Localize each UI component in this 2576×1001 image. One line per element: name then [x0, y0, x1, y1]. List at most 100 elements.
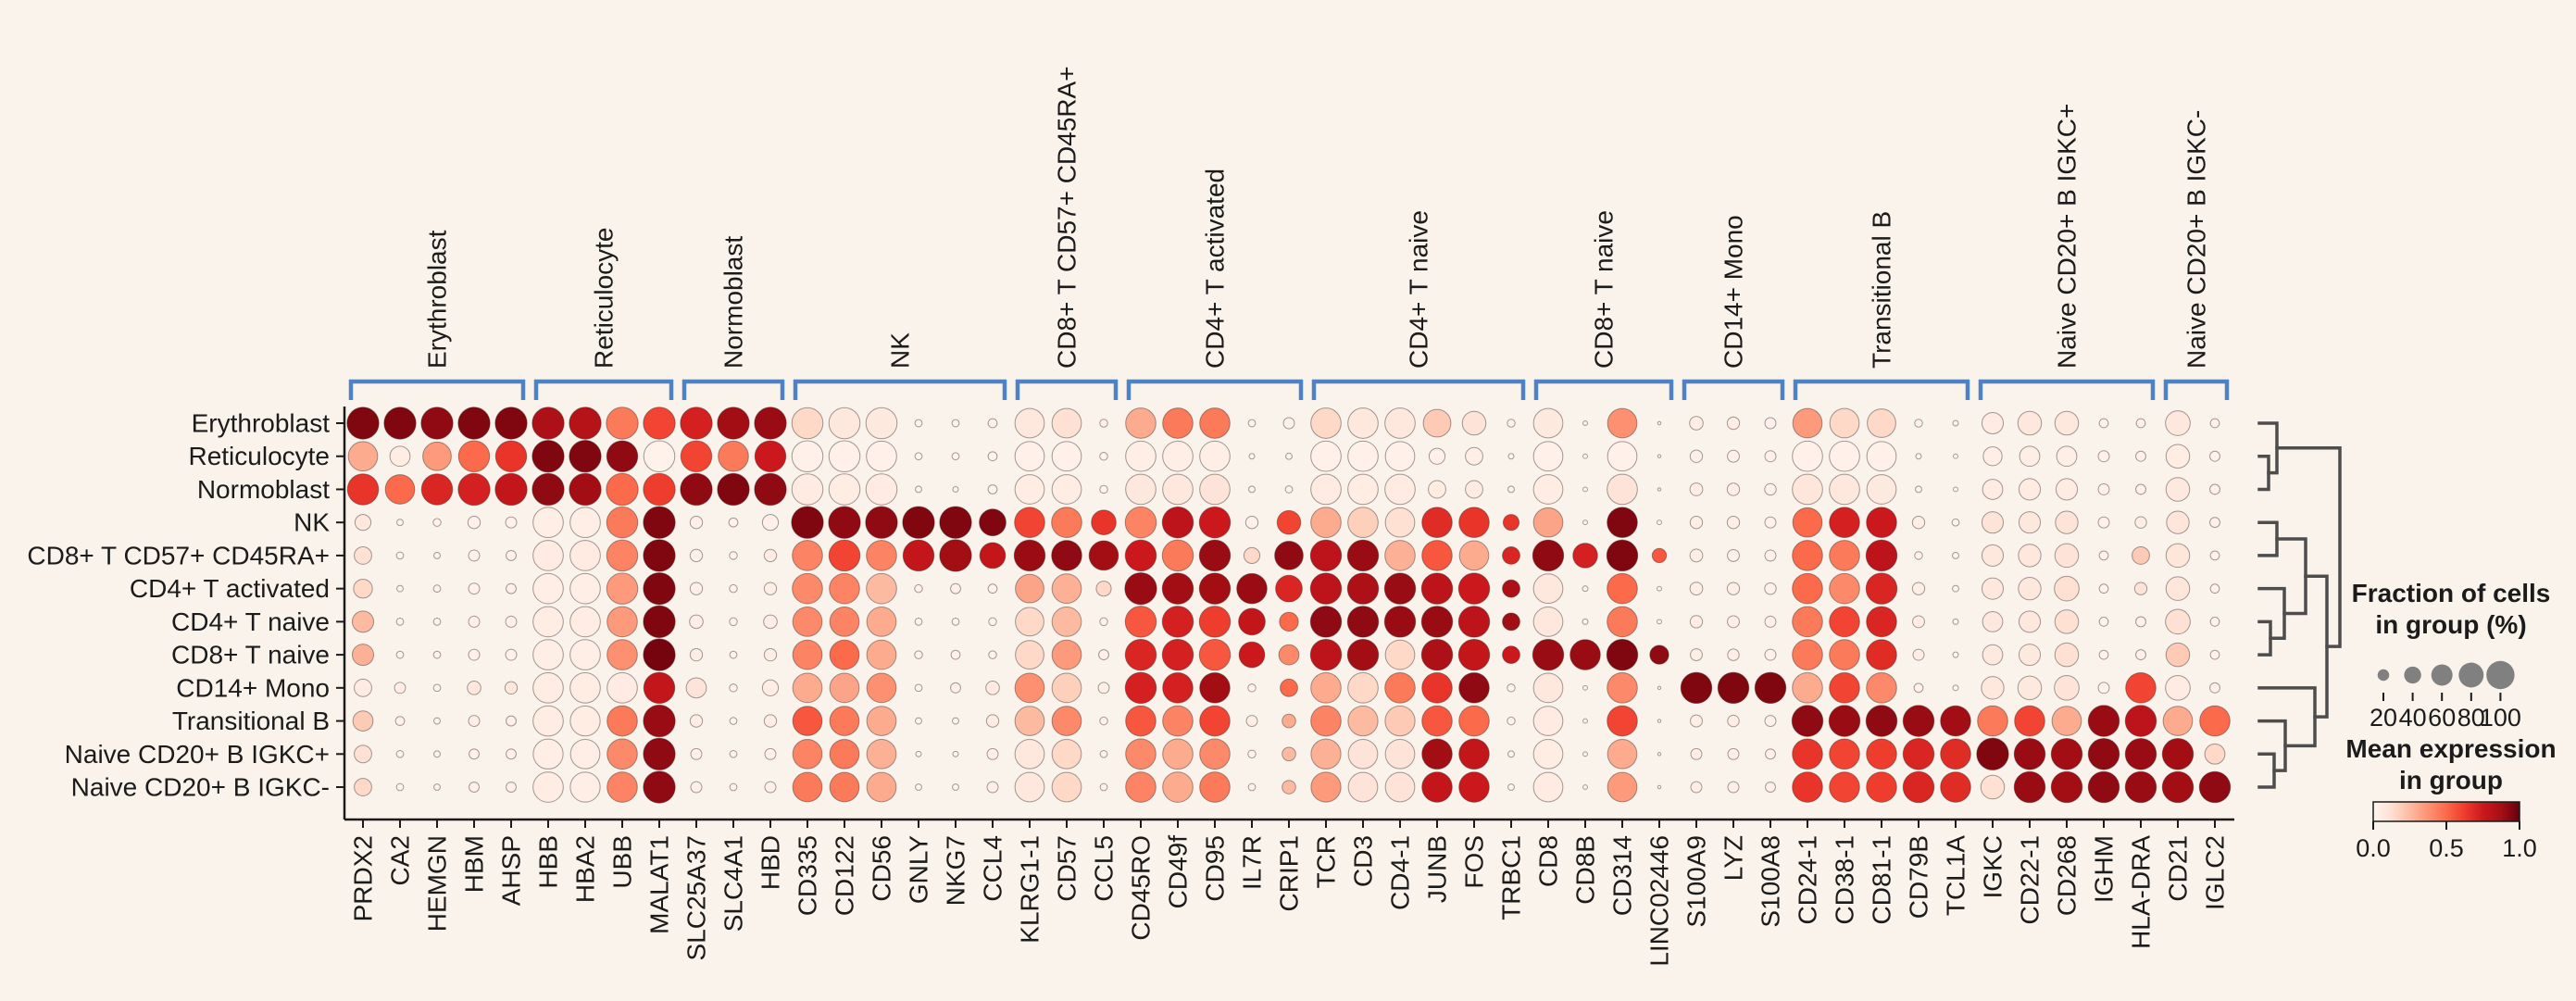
dot: [1014, 738, 1045, 770]
dot: [1282, 417, 1295, 430]
dot: [1532, 407, 1564, 439]
dot: [2135, 483, 2146, 495]
dot: [432, 650, 442, 659]
dot: [1981, 676, 2005, 700]
dot: [1727, 615, 1740, 629]
dot: [1764, 615, 1777, 628]
dot: [902, 539, 935, 572]
dot: [1829, 606, 1860, 638]
gene-label: SLC25A37: [682, 835, 711, 960]
dot: [685, 677, 707, 699]
dot: [1161, 572, 1194, 605]
gene-label: CD81-1: [1868, 835, 1896, 924]
row-label: Erythroblast: [192, 409, 331, 438]
dot: [1689, 548, 1704, 563]
dot: [1651, 547, 1668, 564]
dot: [2134, 516, 2147, 529]
dot: [2165, 642, 2191, 668]
gene-label: CD8: [1534, 835, 1563, 887]
dot: [1690, 781, 1703, 794]
dot: [763, 714, 778, 728]
dot: [829, 706, 860, 736]
dot: [1765, 748, 1776, 760]
dot: [915, 485, 922, 494]
dot: [792, 706, 823, 736]
dot: [606, 639, 638, 670]
dot: [1764, 417, 1777, 430]
dot: [1428, 447, 1446, 465]
dot: [1125, 771, 1157, 803]
dot: [1502, 545, 1520, 565]
dot: [494, 407, 528, 440]
dot: [643, 440, 676, 472]
gene-label: TRBC1: [1497, 835, 1526, 920]
dot: [468, 549, 481, 562]
dot: [2124, 705, 2157, 737]
gene-label: HBM: [460, 835, 489, 893]
dot: [1014, 407, 1045, 439]
dot: [494, 440, 528, 472]
dot: [354, 778, 372, 796]
dot: [1507, 783, 1515, 791]
dot: [347, 441, 379, 472]
dot: [2014, 705, 2045, 737]
dot: [1912, 615, 1925, 629]
dot: [1866, 639, 1897, 670]
dot: [689, 714, 704, 728]
dot: [468, 715, 481, 728]
dot: [987, 583, 998, 594]
dot: [828, 506, 861, 539]
dot: [1310, 705, 1342, 737]
dot: [2209, 550, 2220, 561]
dot: [1458, 507, 1490, 539]
axes-spines: [336, 407, 2234, 828]
dot: [606, 606, 638, 638]
dot: [1791, 705, 1824, 737]
gene-label: CD21: [2164, 835, 2193, 902]
dot: [1754, 671, 1787, 705]
dot: [1582, 784, 1588, 790]
group-label: NK: [886, 332, 915, 369]
dot: [569, 705, 601, 737]
dot: [569, 407, 602, 440]
dot: [1347, 771, 1379, 803]
dot: [1384, 771, 1416, 803]
dot: [689, 582, 704, 595]
dot: [1199, 440, 1231, 472]
dot: [2054, 609, 2080, 634]
row-label: Naive CD20+ B IGKC-: [71, 773, 330, 802]
dot: [1279, 611, 1299, 632]
group-label: CD4+ T activated: [1201, 169, 1230, 369]
dot: [1582, 486, 1588, 493]
dot: [532, 507, 564, 539]
dot: [1866, 606, 1897, 638]
dot: [1829, 771, 1860, 803]
dot: [606, 672, 638, 704]
dot: [680, 407, 713, 440]
dot: [1690, 747, 1703, 760]
dot: [792, 540, 823, 571]
dot: [1507, 485, 1515, 494]
dot: [2018, 644, 2042, 667]
dot: [569, 639, 601, 670]
dot: [1458, 540, 1490, 571]
dot: [914, 583, 923, 594]
dot: [680, 472, 713, 507]
dot: [950, 682, 961, 694]
dot: [1199, 771, 1231, 803]
dot: [2209, 649, 2220, 660]
dot: [2056, 445, 2078, 468]
dot: [914, 618, 923, 626]
dot: [1198, 638, 1232, 671]
dot: [1680, 671, 1713, 705]
dot: [1502, 612, 1520, 632]
group-bracket: [1793, 379, 1970, 400]
dot: [1125, 407, 1157, 439]
dot: [1532, 441, 1564, 472]
dot: [1309, 606, 1343, 638]
dot: [432, 618, 442, 626]
gene-label: CD314: [1608, 835, 1637, 916]
group-bracket: [1533, 379, 1674, 400]
dot: [1198, 606, 1232, 638]
